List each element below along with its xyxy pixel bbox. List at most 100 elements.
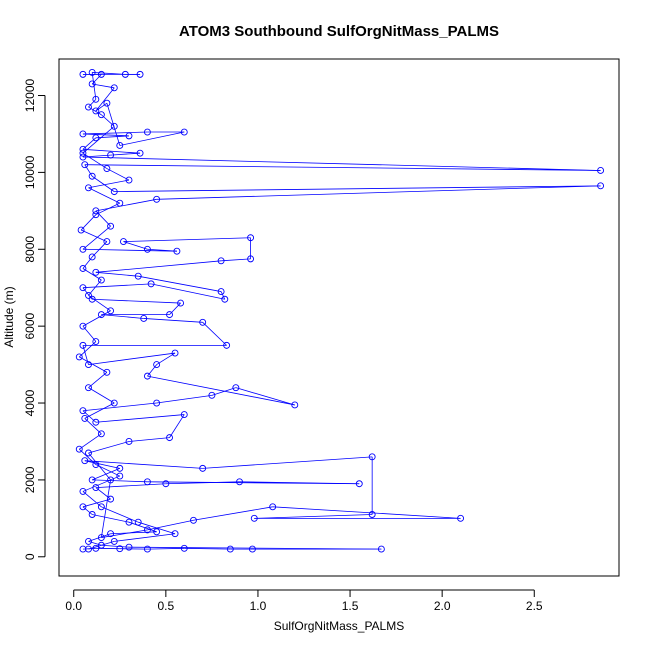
data-point bbox=[153, 361, 161, 369]
x-tick-label: 0.5 bbox=[157, 599, 174, 613]
series-segment bbox=[95, 414, 185, 423]
data-point bbox=[75, 445, 83, 453]
series-segment bbox=[123, 241, 148, 250]
series-segment bbox=[202, 322, 227, 346]
data-point bbox=[107, 307, 115, 315]
x-tick-label: 1.0 bbox=[250, 599, 267, 613]
data-point bbox=[107, 476, 115, 484]
data-point bbox=[110, 537, 118, 545]
series-segment bbox=[88, 179, 130, 189]
data-point bbox=[110, 84, 118, 92]
data-point bbox=[79, 145, 87, 153]
series-segment bbox=[114, 533, 176, 542]
data-point bbox=[136, 70, 144, 78]
data-point bbox=[134, 272, 142, 280]
data-point bbox=[97, 311, 105, 319]
series-segment bbox=[147, 547, 185, 550]
data-point bbox=[79, 265, 87, 272]
data-point bbox=[247, 255, 255, 263]
data-point bbox=[223, 341, 231, 349]
series-segment bbox=[91, 72, 97, 100]
data-point bbox=[88, 80, 96, 88]
data-point bbox=[92, 484, 100, 492]
data-point bbox=[171, 349, 179, 357]
data-point bbox=[116, 142, 124, 149]
data-point bbox=[143, 245, 151, 253]
data-point bbox=[81, 414, 89, 422]
data-point bbox=[355, 480, 363, 488]
data-point bbox=[97, 111, 105, 119]
data-point bbox=[143, 526, 151, 534]
data-point bbox=[81, 457, 89, 465]
data-point bbox=[153, 195, 161, 203]
data-point bbox=[81, 161, 89, 169]
data-point bbox=[88, 476, 96, 484]
series-segment bbox=[147, 481, 360, 485]
data-point bbox=[250, 514, 258, 522]
series-segment bbox=[95, 260, 222, 273]
data-point bbox=[85, 545, 92, 553]
data-point bbox=[92, 134, 100, 142]
chart-title: ATOM3 Southbound SulfOrgNitMass_PALMS bbox=[179, 23, 499, 40]
data-point bbox=[180, 544, 188, 552]
data-point bbox=[377, 545, 385, 553]
series-segment bbox=[101, 506, 139, 523]
series-segment bbox=[88, 541, 102, 546]
series-segment bbox=[95, 483, 166, 488]
series-segment bbox=[147, 364, 157, 377]
series-segment bbox=[92, 298, 181, 304]
data-point bbox=[120, 238, 127, 246]
series-segment bbox=[147, 519, 194, 531]
data-point bbox=[125, 438, 133, 445]
series-segment bbox=[156, 352, 176, 365]
data-point bbox=[79, 284, 87, 292]
series-segment bbox=[128, 437, 170, 442]
data-point bbox=[85, 361, 92, 369]
data-point bbox=[199, 318, 207, 326]
series-segment bbox=[82, 283, 152, 289]
data-point bbox=[88, 69, 96, 76]
data-point bbox=[107, 495, 115, 503]
data-point bbox=[103, 165, 111, 173]
series-segment bbox=[84, 460, 203, 469]
data-point bbox=[116, 199, 124, 207]
series-segment bbox=[123, 237, 251, 242]
series-segment bbox=[114, 185, 601, 193]
series-segment bbox=[165, 481, 240, 485]
data-point bbox=[221, 295, 229, 303]
series-segment bbox=[91, 241, 108, 258]
series-segment bbox=[151, 283, 225, 300]
series-segment bbox=[88, 106, 102, 116]
series-segment bbox=[82, 475, 120, 492]
series-segment bbox=[95, 87, 115, 112]
data-point bbox=[97, 276, 105, 284]
series-segment bbox=[79, 356, 108, 373]
series-segment bbox=[88, 441, 130, 454]
series-segment bbox=[211, 387, 236, 396]
series-segment bbox=[78, 341, 97, 358]
series-segment bbox=[82, 491, 102, 508]
data-point bbox=[79, 407, 87, 415]
data-point bbox=[92, 418, 100, 426]
series-segment bbox=[147, 375, 295, 406]
series-segment bbox=[82, 131, 148, 135]
data-point bbox=[166, 434, 173, 442]
series-segment bbox=[88, 533, 111, 542]
series-segment bbox=[82, 506, 93, 515]
x-tick-label: 2.5 bbox=[526, 599, 543, 613]
data-point bbox=[232, 384, 240, 392]
x-axis: 0.0 0.5 1.0 1.5 2.0 2.5 bbox=[65, 589, 543, 613]
data-point bbox=[136, 149, 144, 157]
series-segment bbox=[95, 102, 108, 112]
series-segment bbox=[92, 479, 148, 483]
series-segment bbox=[156, 185, 601, 200]
data-point bbox=[85, 291, 92, 299]
data-point bbox=[143, 545, 151, 553]
data-point bbox=[368, 453, 376, 461]
y-axis: 0 2000 4000 6000 8000 10000 12000 bbox=[23, 79, 46, 560]
data-point bbox=[79, 545, 87, 553]
series-segment bbox=[78, 448, 97, 465]
data-point bbox=[208, 391, 216, 399]
series-segment bbox=[88, 187, 120, 204]
data-point bbox=[110, 188, 118, 196]
